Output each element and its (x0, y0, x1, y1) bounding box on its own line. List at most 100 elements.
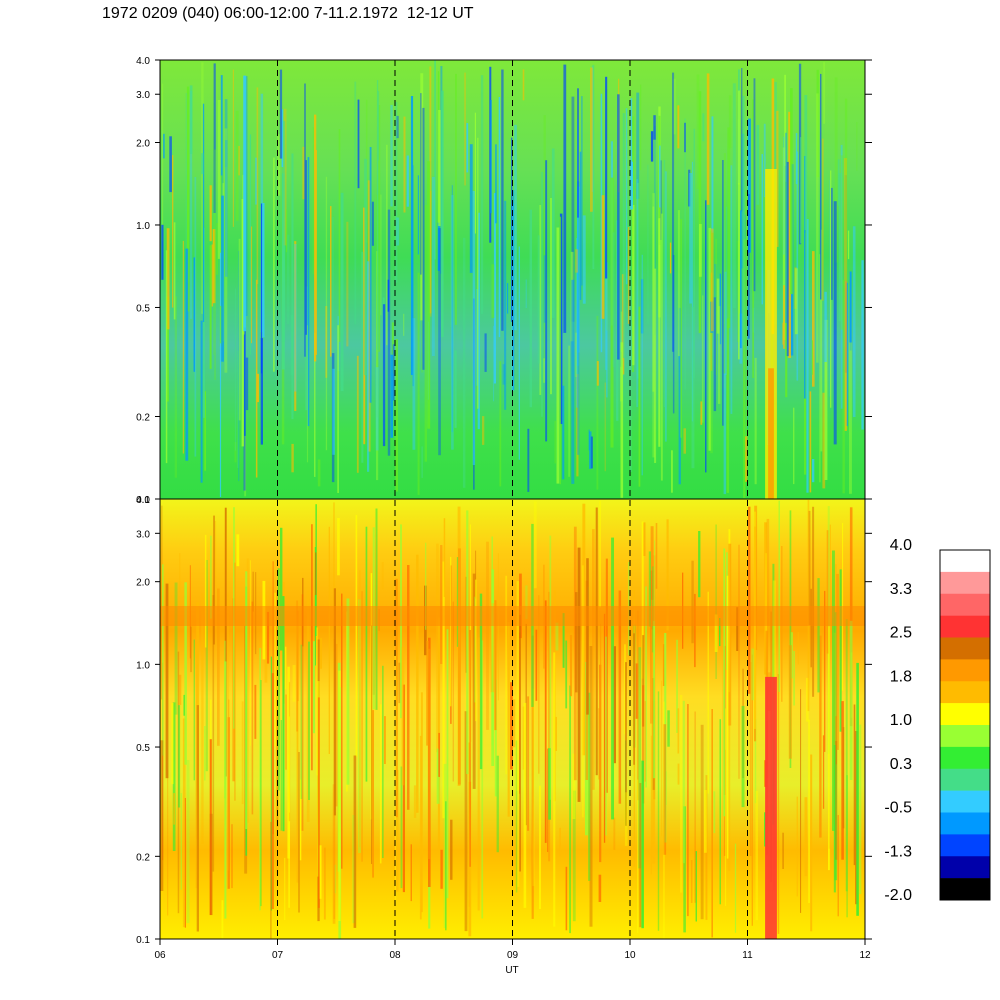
texture-streak (741, 705, 745, 808)
texture-streak (468, 742, 471, 907)
texture-streak (182, 240, 184, 454)
texture-streak (280, 527, 283, 651)
texture-streak (613, 646, 616, 764)
texture-streak (637, 183, 639, 379)
texture-streak (641, 521, 644, 679)
texture-streak (776, 110, 779, 247)
texture-streak (234, 562, 236, 801)
texture-streak (184, 582, 187, 765)
texture-streak (245, 357, 249, 411)
texture-streak (518, 246, 520, 460)
texture-streak (532, 688, 535, 887)
texture-streak (517, 769, 520, 887)
texture-streak (653, 115, 656, 140)
texture-streak (238, 250, 240, 482)
texture-streak (830, 170, 832, 408)
texture-streak (565, 866, 568, 931)
texture-streak (644, 701, 646, 782)
texture-streak (512, 699, 516, 748)
texture-streak (291, 153, 294, 420)
texture-streak (224, 507, 227, 777)
texture-streak (756, 125, 760, 205)
texture-streak (689, 173, 692, 304)
texture-streak (819, 254, 821, 483)
y-tick-label: 0.2 (136, 413, 150, 424)
texture-streak (189, 90, 193, 319)
texture-streak (178, 674, 182, 705)
texture-streak (317, 697, 320, 908)
texture-streak (740, 210, 742, 349)
texture-streak (582, 215, 586, 304)
texture-streak (642, 635, 645, 727)
texture-streak (224, 128, 228, 373)
texture-streak (577, 181, 580, 455)
texture-streak (700, 724, 704, 920)
texture-streak (417, 272, 420, 495)
texture-streak (200, 320, 203, 483)
texture-streak (394, 655, 397, 904)
texture-streak (469, 144, 473, 273)
texture-streak (361, 251, 364, 463)
texture-streak (523, 702, 527, 908)
texture-streak (214, 521, 217, 587)
texture-streak (413, 785, 417, 818)
texture-streak (421, 446, 423, 478)
texture-streak (193, 639, 195, 781)
texture-streak (163, 133, 165, 159)
texture-streak (243, 75, 247, 332)
texture-streak (325, 176, 328, 451)
texture-streak (822, 735, 825, 809)
texture-streak (371, 625, 373, 864)
texture-streak (182, 718, 186, 928)
texture-streak (828, 626, 830, 871)
texture-streak (754, 719, 757, 804)
texture-streak (840, 155, 844, 330)
texture-streak (209, 185, 212, 242)
texture-streak (755, 790, 758, 921)
texture-streak (341, 593, 343, 869)
texture-streak (699, 224, 702, 277)
texture-streak (620, 311, 623, 352)
texture-streak (323, 847, 326, 920)
texture-streak (522, 69, 525, 101)
texture-streak (403, 313, 405, 336)
texture-streak (655, 523, 658, 589)
texture-streak (640, 84, 642, 171)
texture-streak (325, 306, 328, 378)
texture-streak (499, 361, 502, 487)
y-tick-label: 4.0 (136, 495, 150, 506)
texture-streak (784, 74, 786, 166)
texture-streak (707, 591, 709, 794)
texture-streak (474, 596, 476, 703)
texture-streak (568, 345, 570, 477)
texture-streak (173, 222, 176, 320)
texture-streak (307, 157, 310, 427)
texture-streak (565, 640, 568, 709)
texture-streak (590, 436, 593, 469)
texture-streak (596, 361, 599, 386)
texture-streak (498, 97, 501, 338)
texture-streak (724, 219, 726, 325)
texture-streak (494, 600, 497, 731)
texture-streak (212, 229, 216, 304)
texture-streak (844, 98, 848, 282)
texture-streak (598, 874, 602, 902)
texture-streak (549, 535, 552, 800)
texture-streak (317, 459, 321, 487)
texture-streak (306, 325, 309, 463)
texture-streak (559, 827, 561, 856)
texture-streak (533, 501, 537, 589)
texture-streak (400, 766, 403, 889)
texture-streak (429, 66, 432, 314)
texture-streak (708, 227, 712, 451)
texture-streak (420, 93, 422, 275)
texture-streak (724, 271, 727, 376)
texture-streak (742, 95, 745, 346)
texture-streak (466, 123, 469, 173)
colorbar-swatch (940, 856, 990, 879)
colorbar-swatch (940, 615, 990, 638)
texture-streak (837, 159, 840, 206)
texture-streak (845, 619, 848, 892)
colorbar-label: -2.0 (884, 887, 912, 904)
x-tick-label: 12 (859, 950, 871, 961)
